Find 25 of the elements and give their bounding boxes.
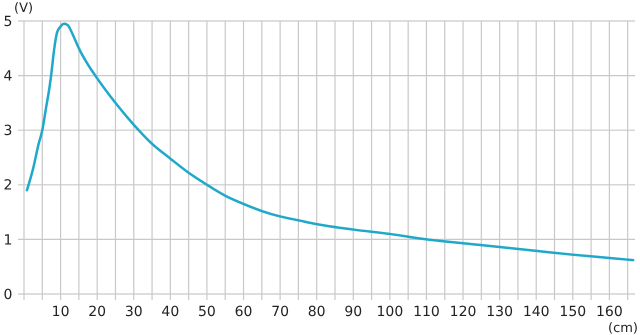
x-tick-label: 90 bbox=[344, 304, 362, 320]
x-tick-label: 10 bbox=[52, 304, 70, 320]
x-tick-label: 50 bbox=[198, 304, 216, 320]
x-axis-title: (cm) bbox=[608, 321, 638, 335]
x-tick-label: 60 bbox=[234, 304, 252, 320]
x-tick-label: 110 bbox=[413, 304, 440, 320]
x-tick-label: 70 bbox=[271, 304, 290, 320]
y-tick-label: 2 bbox=[4, 178, 12, 194]
x-tick-label: 130 bbox=[486, 304, 513, 320]
y-axis-title: (V) bbox=[14, 1, 34, 16]
x-tick-label: 150 bbox=[559, 304, 586, 320]
y-tick-label: 4 bbox=[4, 68, 13, 84]
x-tick-label: 20 bbox=[88, 304, 106, 320]
x-tick-label: 160 bbox=[596, 304, 623, 320]
x-tick-label: 30 bbox=[124, 304, 143, 320]
x-tick-label: 120 bbox=[450, 304, 476, 320]
y-tick-label: 1 bbox=[4, 232, 12, 248]
x-tick-label: 40 bbox=[161, 304, 180, 320]
y-tick-label: 5 bbox=[4, 14, 12, 30]
line-series bbox=[26, 22, 634, 262]
x-tick-label: 100 bbox=[376, 304, 404, 320]
x-tick-label: 140 bbox=[522, 304, 550, 320]
x-tick-label: 80 bbox=[308, 304, 326, 320]
y-tick-label: 0 bbox=[4, 286, 12, 303]
y-tick-label: 3 bbox=[4, 123, 12, 140]
